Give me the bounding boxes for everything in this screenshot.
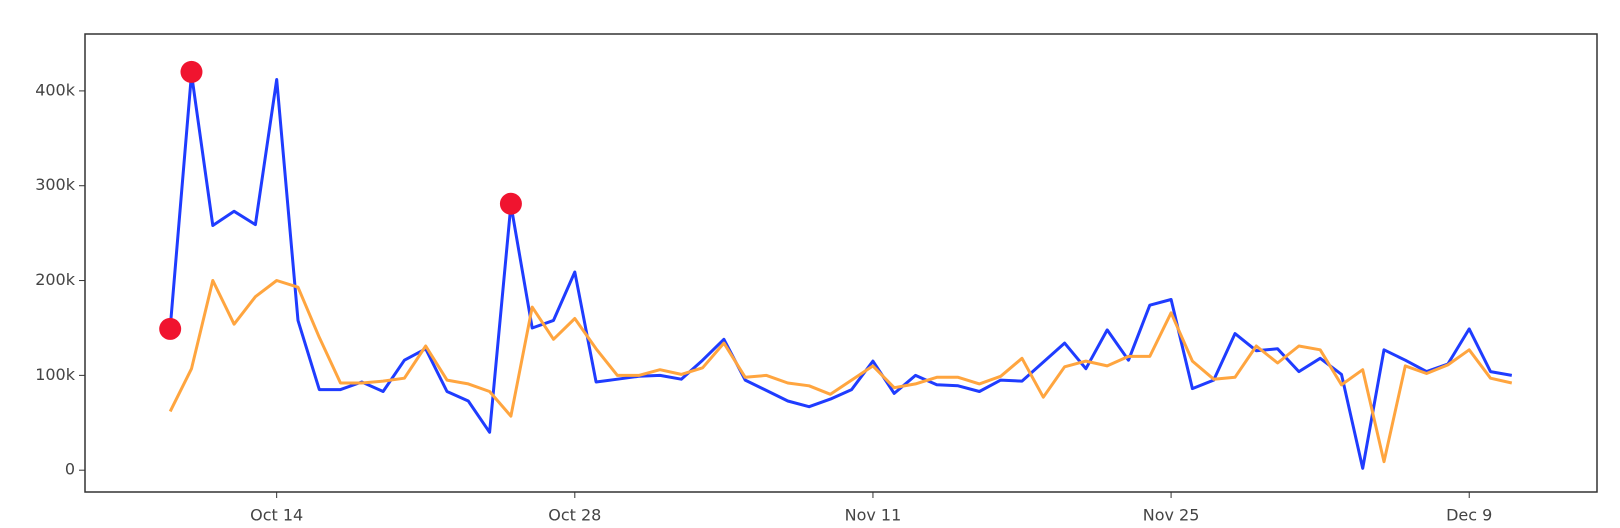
anomaly-marker bbox=[499, 192, 522, 215]
y-tick-label: 200k bbox=[35, 270, 76, 289]
line-series bbox=[168, 279, 1513, 464]
plot-frame bbox=[84, 33, 1598, 493]
x-tick-label: Oct 14 bbox=[250, 506, 303, 525]
y-tick-label: 300k bbox=[35, 175, 76, 194]
x-tick-label: Nov 25 bbox=[1143, 506, 1200, 525]
x-tick-label: Oct 28 bbox=[548, 506, 601, 525]
anomaly-marker bbox=[159, 317, 182, 340]
y-tick-label: 100k bbox=[35, 365, 76, 384]
x-tick-label: Dec 9 bbox=[1446, 506, 1492, 525]
x-tick-label: Nov 11 bbox=[845, 506, 902, 525]
anomaly-marker bbox=[180, 60, 203, 83]
y-tick-label: 400k bbox=[35, 80, 76, 99]
line-series bbox=[168, 72, 1513, 470]
y-tick-label: 0 bbox=[65, 460, 75, 479]
